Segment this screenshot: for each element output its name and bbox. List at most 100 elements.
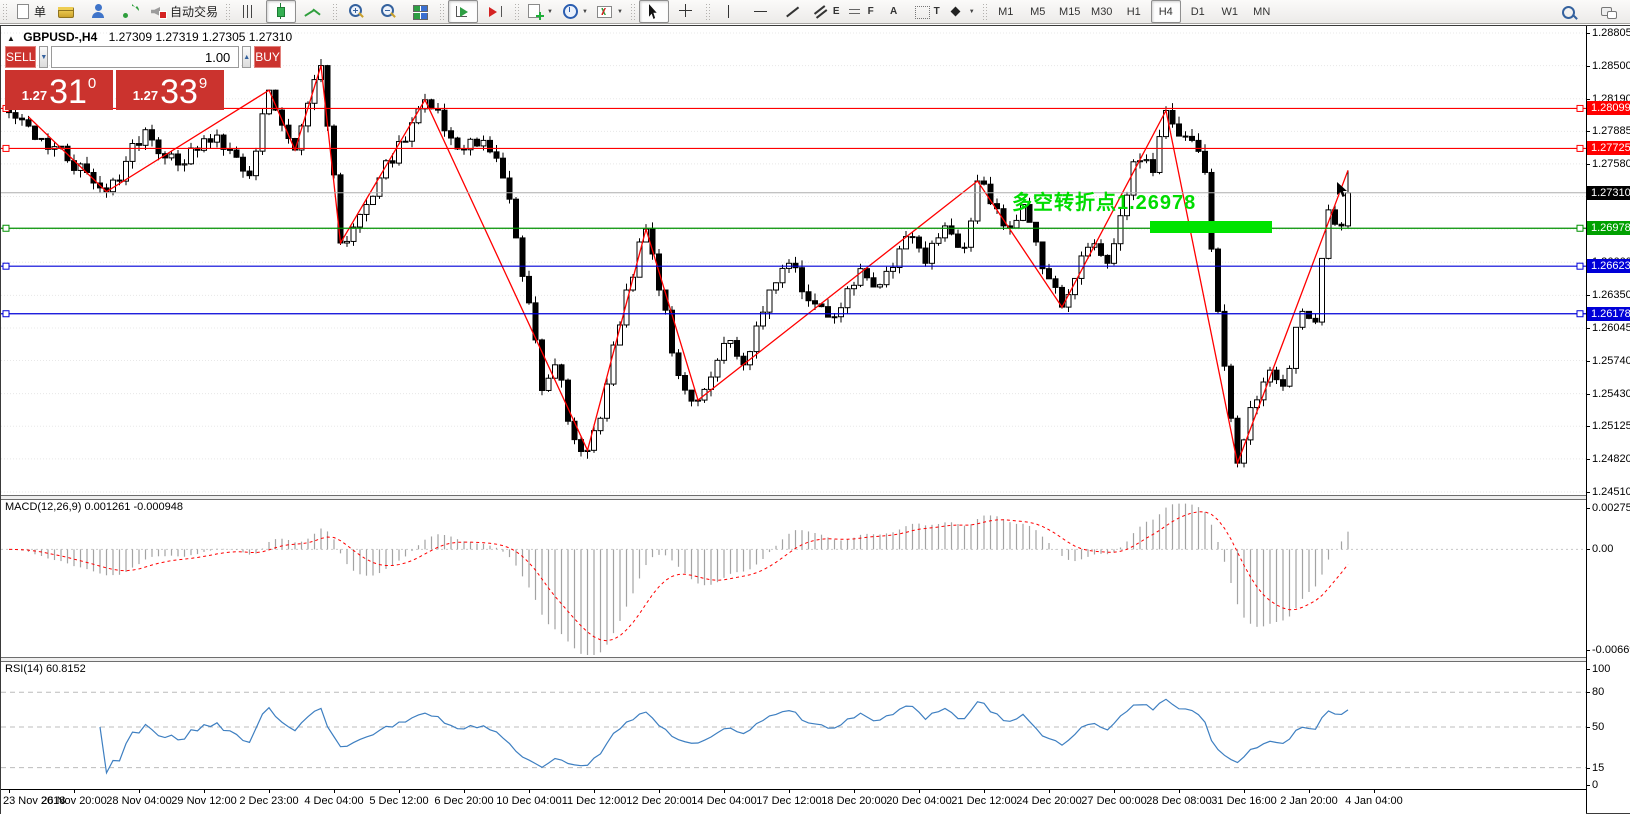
candlestick-mode-button[interactable] bbox=[266, 0, 297, 23]
text-label-tool-button[interactable]: T bbox=[911, 0, 943, 23]
price-chart-canvas[interactable] bbox=[1, 27, 1586, 495]
tile-windows-button[interactable] bbox=[405, 0, 435, 23]
line-handle[interactable] bbox=[1576, 144, 1584, 152]
trendline-tool-button[interactable] bbox=[778, 0, 808, 23]
chart-annotation-text[interactable]: 多空转折点1.26978 bbox=[1012, 192, 1197, 214]
buy-button[interactable]: BUY bbox=[254, 46, 281, 68]
fibonacci-tool-button[interactable]: F bbox=[845, 0, 877, 23]
candle-bear bbox=[1306, 310, 1312, 319]
dropdown-caret-icon[interactable]: ▼ bbox=[968, 8, 975, 15]
cursor-tool-button[interactable] bbox=[638, 0, 669, 23]
candle-bear bbox=[812, 300, 818, 305]
horizontal-line-tool-button[interactable] bbox=[746, 0, 776, 23]
chart-periods-button[interactable]: ▼ bbox=[558, 0, 591, 23]
volume-input[interactable] bbox=[51, 46, 240, 68]
candle-bear bbox=[1195, 139, 1202, 152]
line-handle[interactable] bbox=[2, 144, 10, 152]
rsi-pane-canvas[interactable] bbox=[1, 660, 1586, 789]
equidistant-channel-tool-button[interactable]: E bbox=[810, 0, 843, 23]
tf-mn-button[interactable]: MN bbox=[1247, 0, 1277, 23]
bar-chart-mode-button[interactable] bbox=[234, 0, 264, 23]
candle-icon bbox=[272, 3, 290, 20]
sell-price-main: 31 bbox=[49, 73, 87, 111]
annotation-highlight-rect[interactable] bbox=[1150, 221, 1272, 233]
search-icon bbox=[1560, 4, 1578, 21]
line-handle[interactable] bbox=[1576, 262, 1584, 270]
indicators-list-button[interactable]: ▼ bbox=[593, 0, 626, 23]
candle-bull bbox=[1124, 194, 1130, 217]
new-order-button[interactable]: 单 bbox=[11, 0, 49, 23]
time-axis-label: 28 Dec 08:00 bbox=[1146, 795, 1212, 807]
profile-button[interactable] bbox=[83, 0, 113, 23]
text-label-tool-glyph: T bbox=[933, 6, 940, 17]
candle-bull bbox=[604, 383, 610, 419]
zoom-out-button[interactable] bbox=[373, 0, 403, 23]
line-handle[interactable] bbox=[2, 262, 10, 270]
tf-d1-label: D1 bbox=[1190, 5, 1205, 18]
candle-bear bbox=[441, 109, 448, 132]
candle-bull bbox=[961, 246, 968, 249]
chat-button[interactable] bbox=[1594, 1, 1624, 24]
text-tool-button[interactable]: A bbox=[879, 0, 909, 23]
time-axis-tick bbox=[919, 790, 920, 793]
macd-pane-canvas[interactable] bbox=[1, 498, 1586, 657]
candle-bear bbox=[331, 125, 337, 176]
tf-h1-button[interactable]: H1 bbox=[1119, 0, 1149, 23]
line-handle[interactable] bbox=[1576, 224, 1584, 232]
vertical-line-tool-button[interactable] bbox=[714, 0, 744, 23]
volume-increase-button[interactable]: ▲ bbox=[242, 46, 252, 68]
dropdown-caret-icon[interactable]: ▼ bbox=[547, 8, 553, 15]
time-axis-label: 26 Nov 20:00 bbox=[41, 795, 107, 807]
line-handle[interactable] bbox=[2, 224, 10, 232]
chat-icon bbox=[1600, 4, 1618, 21]
chart-shift-button[interactable] bbox=[480, 0, 510, 23]
macd-axis-label: 0.002753 bbox=[1592, 502, 1630, 514]
time-axis-label: 10 Dec 04:00 bbox=[496, 795, 562, 807]
time-axis-label: 18 Dec 20:00 bbox=[821, 795, 887, 807]
tf-m5-button[interactable]: M5 bbox=[1023, 0, 1053, 23]
candle-bull bbox=[773, 282, 779, 291]
candle-bull bbox=[168, 153, 175, 159]
profile-icon bbox=[89, 3, 107, 20]
tf-m15-button[interactable]: M15 bbox=[1055, 0, 1085, 23]
candle-bull bbox=[1085, 246, 1091, 257]
sell-button[interactable]: SELL bbox=[5, 46, 37, 68]
tf-m30-button[interactable]: M30 bbox=[1087, 0, 1117, 23]
search-button[interactable] bbox=[1554, 1, 1584, 24]
dropdown-caret-icon[interactable]: ▼ bbox=[616, 8, 623, 15]
candle-bull bbox=[344, 240, 350, 244]
buy-price-box[interactable]: 1.27 33 9 bbox=[116, 70, 224, 110]
tf-m1-button[interactable]: M1 bbox=[991, 0, 1021, 23]
toolbar-gripper bbox=[439, 2, 445, 21]
sell-price-box[interactable]: 1.27 31 0 bbox=[5, 70, 113, 110]
time-axis-tick bbox=[1114, 790, 1115, 793]
axis-tick bbox=[1587, 727, 1590, 728]
tf-w1-button[interactable]: W1 bbox=[1215, 0, 1245, 23]
candle-bear bbox=[1208, 171, 1215, 250]
tf-d1-button[interactable]: D1 bbox=[1183, 0, 1213, 23]
candle-bull bbox=[201, 138, 207, 151]
new-chart-button[interactable]: ▼ bbox=[523, 0, 556, 23]
accounts-wallet-button[interactable] bbox=[51, 0, 81, 23]
zoom-in-button[interactable] bbox=[341, 0, 371, 23]
pane-splitter-1[interactable] bbox=[1, 495, 1629, 500]
dropdown-caret-icon[interactable]: ▼ bbox=[581, 8, 588, 15]
autotrading-button[interactable]: 自动交易 bbox=[147, 0, 221, 23]
line-handle[interactable] bbox=[2, 310, 10, 318]
signals-button[interactable] bbox=[115, 0, 145, 23]
zoom-in-icon bbox=[347, 3, 365, 20]
line-chart-mode-button[interactable] bbox=[298, 0, 328, 23]
tf-h4-button[interactable]: H4 bbox=[1150, 0, 1181, 23]
volume-decrease-button[interactable]: ▼ bbox=[39, 46, 49, 68]
candle-bull bbox=[1156, 136, 1163, 173]
crosshair-tool-button[interactable] bbox=[671, 0, 701, 23]
candle-bull bbox=[467, 138, 474, 151]
line-handle[interactable] bbox=[1576, 310, 1584, 318]
auto-scroll-button[interactable] bbox=[448, 0, 479, 23]
arrows-tool-button[interactable]: ▼ bbox=[945, 0, 978, 23]
candle-bull bbox=[708, 376, 714, 390]
pane-splitter-2[interactable] bbox=[1, 657, 1629, 662]
line-handle[interactable] bbox=[1576, 104, 1584, 112]
collapse-panel-toggle[interactable]: ▲ bbox=[7, 34, 15, 43]
axis-tick bbox=[1587, 458, 1590, 460]
